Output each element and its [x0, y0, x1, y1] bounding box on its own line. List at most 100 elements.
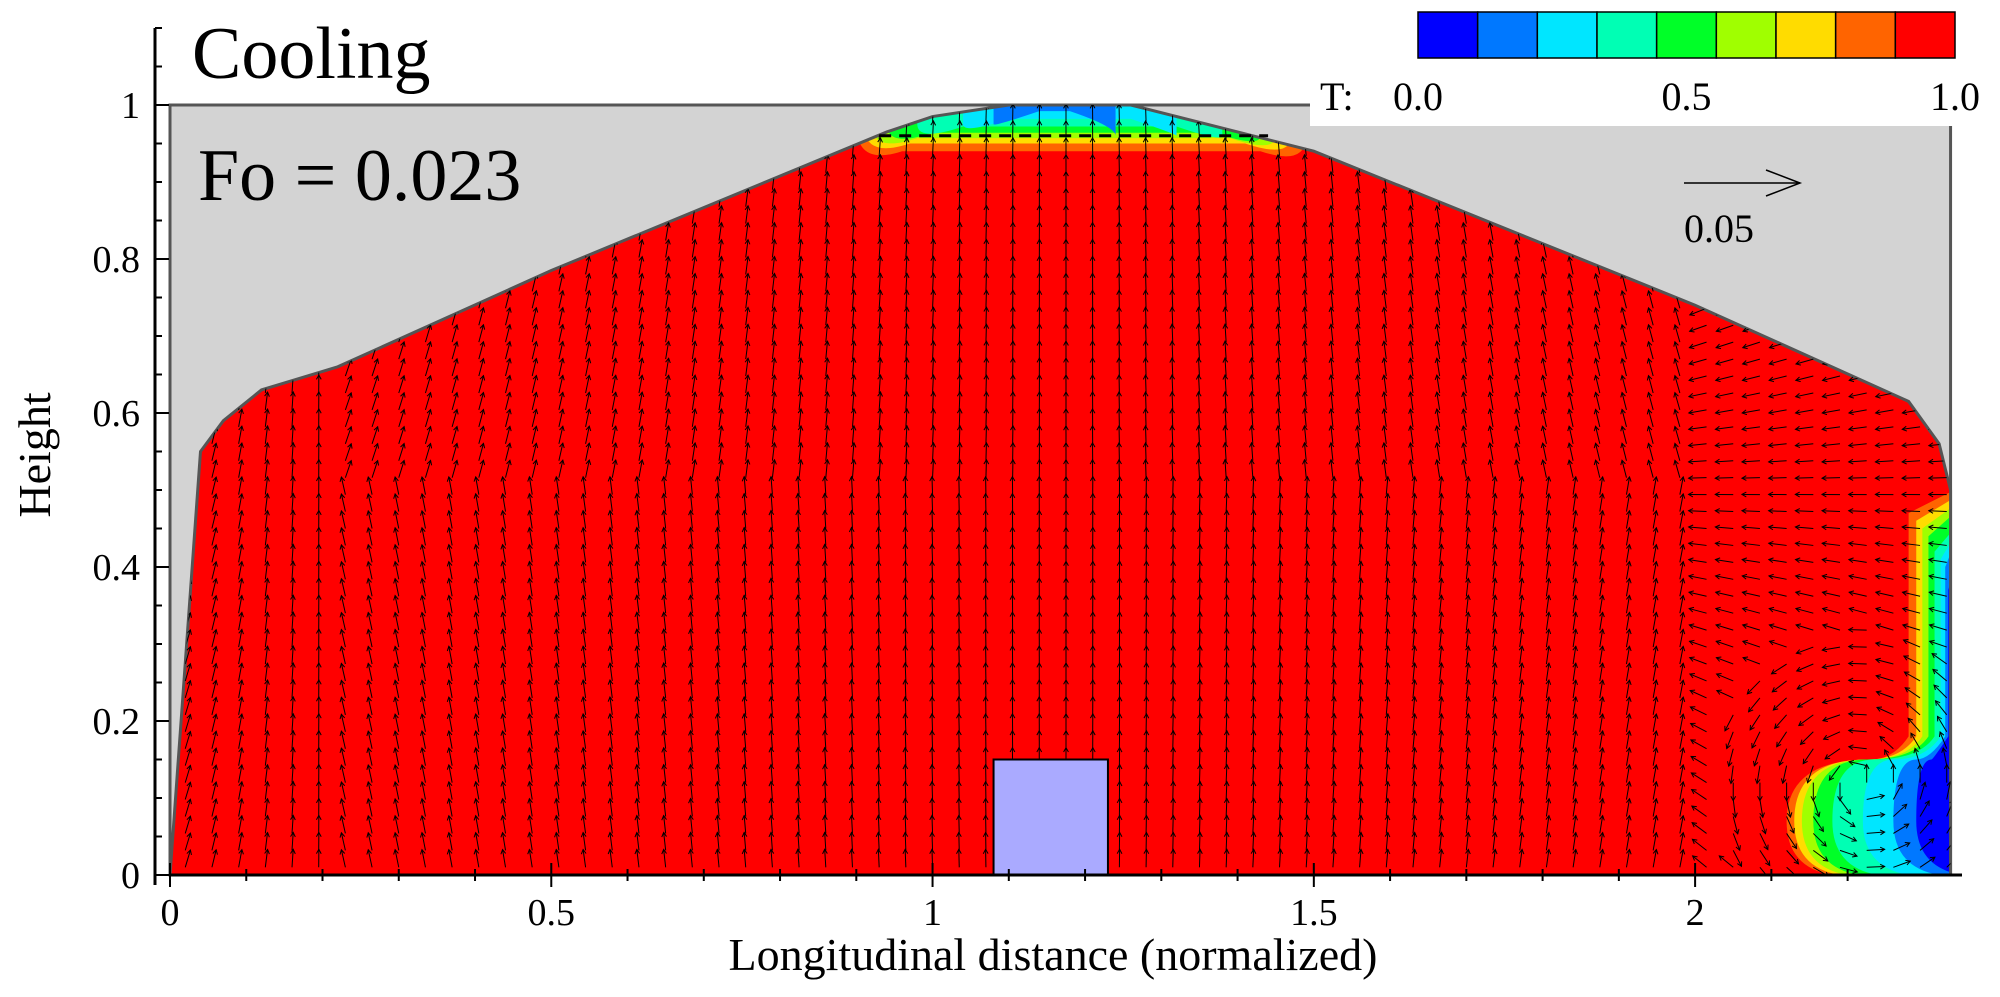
- velocity-arrow: [339, 662, 346, 682]
- velocity-arrow: [238, 848, 244, 868]
- velocity-arrow: [611, 255, 618, 275]
- velocity-arrow: [902, 628, 909, 648]
- velocity-arrow: [768, 492, 775, 512]
- reference-vector-label: 0.05: [1684, 206, 1754, 251]
- velocity-arrow: [580, 492, 587, 512]
- velocity-arrow: [500, 628, 507, 648]
- velocity-arrow: [344, 459, 353, 478]
- velocity-arrow: [768, 577, 775, 597]
- velocity-arrow: [473, 492, 480, 512]
- velocity-arrow: [554, 679, 560, 698]
- velocity-arrow: [930, 323, 937, 343]
- velocity-arrow: [929, 611, 935, 631]
- velocity-arrow: [419, 746, 426, 766]
- velocity-arrow: [393, 492, 400, 512]
- velocity-arrow: [718, 323, 724, 343]
- velocity-arrow: [661, 645, 667, 665]
- velocity-arrow: [824, 340, 830, 360]
- velocity-arrow: [580, 543, 587, 563]
- velocity-arrow: [665, 441, 671, 461]
- velocity-arrow: [527, 831, 533, 851]
- velocity-arrow: [500, 696, 507, 715]
- velocity-arrow: [822, 560, 828, 580]
- velocity-arrow: [875, 577, 882, 597]
- velocity-arrow: [714, 560, 721, 580]
- velocity-arrow: [661, 695, 667, 715]
- velocity-arrow: [211, 797, 218, 817]
- velocity-arrow: [741, 814, 748, 834]
- velocity-arrow: [419, 577, 426, 597]
- velocity-arrow: [634, 780, 641, 800]
- velocity-arrow: [527, 628, 533, 648]
- velocity-arrow: [929, 644, 935, 665]
- velocity-arrow: [877, 289, 883, 309]
- velocity-arrow: [473, 746, 480, 766]
- velocity-arrow: [822, 543, 828, 563]
- velocity-arrow: [446, 645, 453, 665]
- velocity-arrow: [607, 695, 614, 715]
- velocity-arrow: [850, 187, 857, 207]
- velocity-arrow: [531, 391, 539, 411]
- y-tick-label: 0.4: [93, 547, 141, 589]
- legend-swatch: [1655, 11, 1718, 59]
- velocity-arrow: [264, 560, 270, 580]
- velocity-arrow: [956, 170, 963, 190]
- velocity-arrow: [795, 678, 801, 698]
- hot-region: [170, 105, 1951, 875]
- velocity-arrow: [795, 509, 801, 529]
- velocity-arrow: [366, 577, 373, 597]
- velocity-arrow: [264, 645, 270, 665]
- velocity-arrow: [339, 628, 346, 648]
- velocity-arrow: [500, 577, 507, 597]
- velocity-arrow: [339, 696, 346, 715]
- velocity-arrow: [478, 391, 486, 411]
- velocity-arrow: [531, 340, 539, 360]
- velocity-arrow: [211, 594, 218, 614]
- velocity-arrow: [797, 424, 804, 444]
- velocity-arrow: [505, 459, 512, 478]
- velocity-arrow: [714, 628, 721, 648]
- velocity-arrow: [446, 475, 453, 495]
- velocity-arrow: [580, 695, 587, 715]
- velocity-arrow: [393, 797, 400, 817]
- velocity-arrow: [393, 696, 400, 715]
- velocity-arrow: [741, 831, 748, 851]
- velocity-arrow: [714, 695, 721, 715]
- velocity-arrow: [824, 441, 830, 461]
- velocity-arrow: [822, 729, 828, 749]
- velocity-arrow: [500, 831, 507, 851]
- velocity-arrow: [903, 373, 910, 394]
- velocity-arrow: [718, 238, 724, 258]
- velocity-arrow: [822, 780, 828, 800]
- y-tick-label: 0.6: [93, 393, 141, 435]
- velocity-arrow: [238, 729, 244, 749]
- velocity-arrow: [473, 526, 480, 546]
- velocity-arrow: [366, 492, 373, 512]
- velocity-arrow: [688, 712, 694, 732]
- velocity-arrow: [875, 831, 882, 851]
- velocity-arrow: [527, 645, 533, 665]
- velocity-arrow: [264, 407, 270, 427]
- velocity-arrow: [638, 255, 645, 275]
- velocity-arrow: [795, 611, 801, 631]
- velocity-arrow: [505, 425, 512, 444]
- velocity-arrow: [634, 662, 641, 682]
- velocity-arrow: [929, 560, 935, 580]
- velocity-arrow: [505, 306, 512, 326]
- velocity-arrow: [419, 645, 426, 665]
- velocity-arrow: [771, 424, 777, 444]
- velocity-arrow: [473, 560, 480, 580]
- velocity-arrow: [527, 746, 533, 766]
- velocity-arrow: [638, 408, 645, 427]
- velocity-arrow: [478, 459, 486, 478]
- velocity-arrow: [956, 424, 963, 444]
- velocity-arrow: [824, 390, 830, 410]
- velocity-arrow: [211, 781, 218, 800]
- velocity-arrow: [797, 390, 804, 410]
- velocity-arrow: [554, 526, 560, 546]
- velocity-arrow: [850, 407, 857, 427]
- legend-swatch: [1894, 11, 1956, 59]
- velocity-arrow: [691, 374, 698, 394]
- velocity-arrow: [446, 594, 453, 614]
- velocity-arrow: [850, 424, 857, 444]
